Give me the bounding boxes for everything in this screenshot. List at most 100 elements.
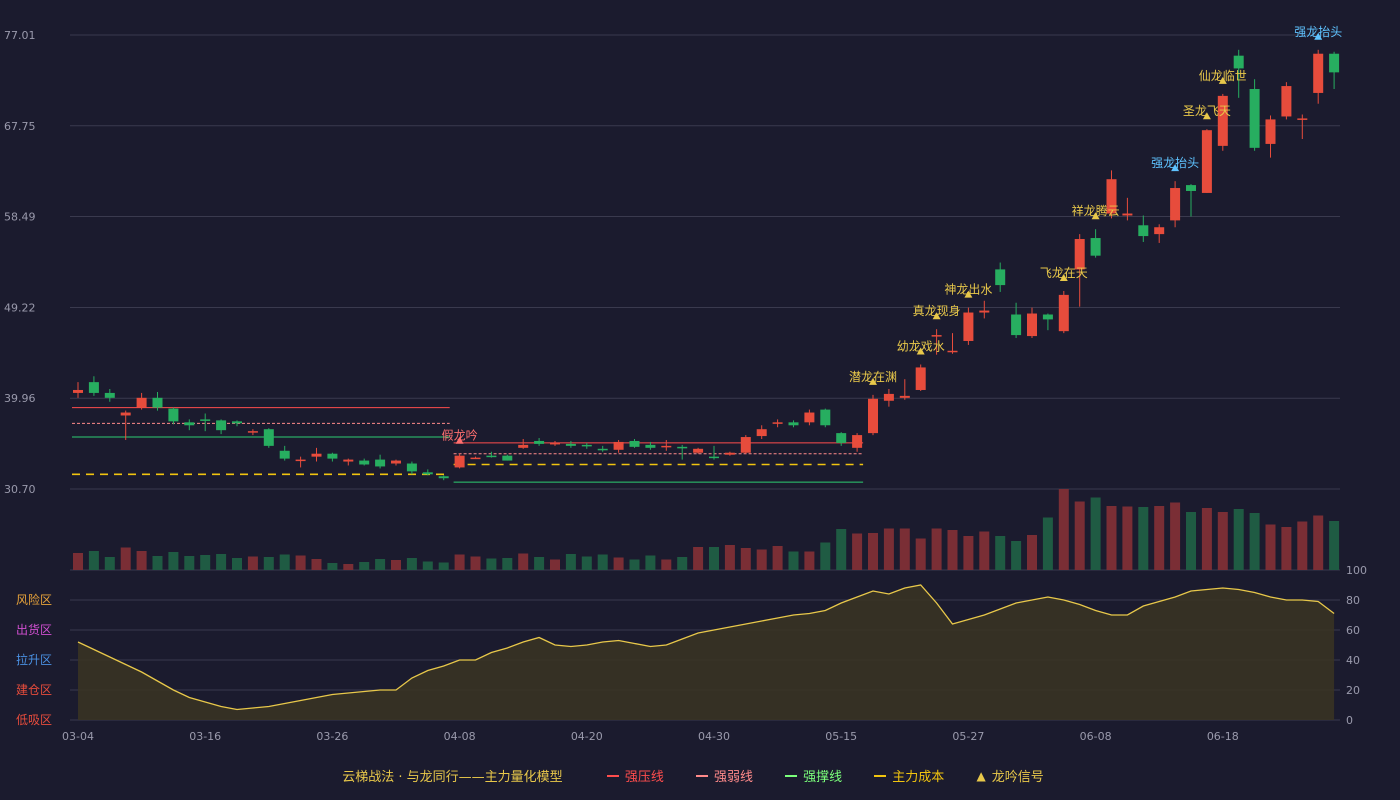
candle-body [709,456,719,459]
volume-bar [629,559,640,570]
candle-body [184,422,195,426]
candle-body [534,440,545,444]
x-tick-label: 04-08 [444,730,476,743]
volume-bar [534,557,545,570]
price-tick-label: 39.96 [4,392,36,405]
volume-bar [295,555,306,570]
candle-body [963,312,974,341]
candle-body [788,422,799,426]
volume-bar [327,563,338,570]
signal-label: 潜龙在渊 [849,370,897,384]
zone-label: 风险区 [16,592,52,607]
x-tick-label: 04-20 [571,730,603,743]
volume-bar [263,557,274,570]
candle-body [327,453,338,459]
candle-body [1201,130,1212,193]
legend-title: 云梯战法 · 与龙同行——主力量化模型 [342,770,563,785]
volume-bar [375,559,386,570]
volume-bar [136,551,147,570]
support-swatch [785,774,798,777]
x-tick-label: 03-04 [62,730,94,743]
candle-body [629,440,640,447]
volume-bar [1329,521,1340,570]
volume-bar [73,553,83,570]
volume-bar [1233,509,1244,570]
volume-bar [1027,535,1037,570]
legend-item-weak[interactable]: 强弱线 [695,766,753,785]
volume-bar [1090,497,1101,570]
volume-bar [1154,506,1165,570]
candle-body [820,409,831,426]
signal-triangle [1202,112,1211,120]
candle-body [311,453,322,457]
signal-triangle [1171,164,1180,172]
signal-label: 真龙现身 [913,303,961,318]
candle-body [1233,55,1244,69]
volume-bar [1313,515,1324,570]
candle-body [550,442,560,445]
osc-tick-label: 0 [1346,714,1353,727]
volume-bar [200,555,211,570]
candle-body [1313,53,1324,93]
price-tick-label: 67.75 [4,120,36,133]
signal-triangle [932,312,941,320]
volume-bar [613,557,624,570]
candle-body [232,421,242,424]
volume-bar [104,557,115,570]
x-tick-label: 04-30 [698,730,730,743]
volume-bar [470,556,481,570]
candle-body [359,460,370,465]
volume-bar [391,560,401,570]
volume-bar [232,558,242,570]
volume-bar [152,556,163,570]
volume-bar [820,542,831,570]
candle-body [1329,53,1340,73]
candle-body [1186,185,1196,191]
volume-bar [756,549,767,570]
volume-bar [1201,508,1212,570]
osc-tick-label: 80 [1346,594,1360,607]
candle-body [947,350,958,353]
volume-bar [438,562,449,570]
volume-bar [1249,513,1260,570]
legend-item-support[interactable]: 强撑线 [785,766,842,785]
candle-body [1058,294,1069,332]
volume-bar [597,554,608,570]
volume-bar [422,561,433,570]
legend-item-cost[interactable]: 主力成本 [874,766,944,785]
triangle-icon: ▲ [976,768,986,783]
volume-bar [788,551,799,570]
candle-body [868,398,878,434]
volume-bar [995,536,1006,570]
volume-bar [931,528,942,570]
candle-body [1217,95,1228,146]
volume-bar [486,558,497,570]
zone-label: 出货区 [16,622,52,637]
volume-bar [1265,524,1276,570]
volume-bar [120,547,131,570]
legend-item-signal[interactable]: ▲ 龙吟信号 [976,766,1043,786]
volume-bar [772,546,783,570]
x-tick-label: 03-16 [189,730,221,743]
volume-bar [677,557,688,570]
candle-body [502,455,513,461]
legend-item-pressure[interactable]: 强压线 [606,766,664,785]
candle-body [120,412,131,416]
x-tick-label: 06-18 [1207,730,1239,743]
volume-bar [852,533,863,570]
candle-body [1154,227,1165,235]
legend-label-support: 强撑线 [803,770,843,785]
x-tick-label: 06-08 [1080,730,1112,743]
candle-body [518,444,529,448]
volume-bar [868,533,878,570]
legend: 云梯战法 · 与龙同行——主力量化模型 强压线 强弱线 强撑线 主力成本 ▲ 龙吟… [0,766,1400,786]
signal-label: 祥龙腾云 [1072,203,1120,218]
signal-label: 假龙吟 [442,428,478,443]
candle-body [979,310,990,313]
candle-body [1090,238,1101,256]
volume-bar [406,558,417,570]
oscillator-line [77,584,1335,711]
candle-body [613,441,624,450]
volume-bar [740,548,751,570]
zone-label: 低吸区 [16,713,52,727]
